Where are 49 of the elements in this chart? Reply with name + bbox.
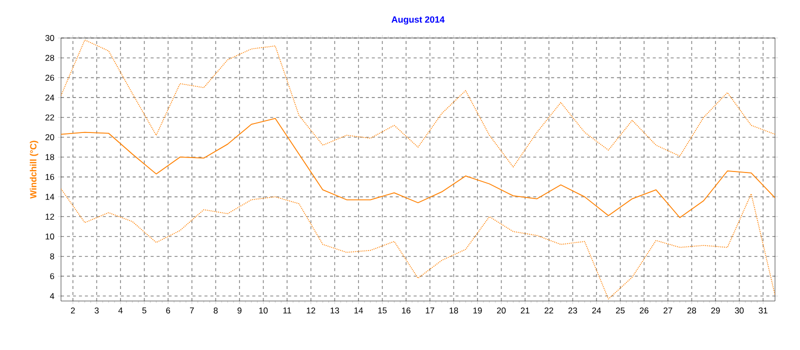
x-tick-label: 22 bbox=[544, 308, 554, 314]
x-tick-label: 3 bbox=[94, 308, 99, 314]
y-tick-label: 8 bbox=[50, 253, 54, 260]
x-tick-label: 9 bbox=[238, 308, 242, 314]
y-tick-label: 12 bbox=[46, 214, 54, 220]
x-tick-label: 5 bbox=[142, 308, 146, 314]
x-tick-label: 18 bbox=[450, 308, 458, 314]
x-tick-label: 25 bbox=[616, 308, 625, 314]
y-tick-label: 6 bbox=[50, 273, 54, 280]
x-tick-label: 31 bbox=[758, 308, 768, 314]
x-tick-label: 6 bbox=[166, 308, 170, 314]
x-tick-label: 26 bbox=[640, 308, 648, 314]
x-tick-label: 29 bbox=[711, 308, 720, 314]
line-series bbox=[61, 40, 776, 168]
y-tick-label: 16 bbox=[46, 174, 54, 180]
x-tick-label: 7 bbox=[190, 308, 194, 314]
x-tick-label: 8 bbox=[214, 308, 218, 314]
y-tick-label: 4 bbox=[50, 293, 54, 299]
y-tick-label: 18 bbox=[46, 154, 54, 160]
x-tick-label: 23 bbox=[568, 308, 578, 314]
y-tick-label: 20 bbox=[45, 134, 54, 140]
chart-title: August 2014 bbox=[392, 16, 445, 25]
x-tick-label: 16 bbox=[402, 308, 410, 314]
x-tick-label: 21 bbox=[520, 308, 530, 314]
x-tick-label: 27 bbox=[664, 308, 672, 314]
x-tick-label: 14 bbox=[354, 308, 363, 314]
line-series bbox=[61, 188, 776, 300]
x-tick-label: 19 bbox=[473, 308, 482, 314]
x-tick-label: 2 bbox=[70, 308, 75, 314]
y-tick-label: 24 bbox=[45, 94, 54, 100]
x-tick-label: 13 bbox=[330, 308, 340, 314]
y-tick-label: 14 bbox=[46, 194, 54, 200]
x-tick-label: 28 bbox=[687, 308, 696, 314]
y-tick-label: 22 bbox=[45, 114, 54, 120]
y-tick-label: 28 bbox=[45, 54, 54, 61]
x-tick-label: 4 bbox=[118, 308, 123, 314]
x-tick-label: 10 bbox=[259, 308, 268, 314]
y-tick-label: 30 bbox=[45, 35, 54, 41]
x-tick-label: 24 bbox=[592, 308, 601, 314]
x-tick-label: 11 bbox=[283, 308, 292, 314]
y-tick-label: 10 bbox=[46, 234, 54, 240]
y-tick-label: 26 bbox=[45, 74, 54, 81]
x-tick-label: 17 bbox=[426, 308, 434, 314]
x-tick-label: 15 bbox=[378, 308, 387, 314]
x-tick-label: 20 bbox=[497, 308, 506, 314]
line-series bbox=[61, 118, 776, 218]
y-axis-title: Windchill (°C) bbox=[30, 140, 38, 199]
x-tick-label: 30 bbox=[734, 308, 744, 314]
x-tick-label: 12 bbox=[306, 308, 316, 314]
